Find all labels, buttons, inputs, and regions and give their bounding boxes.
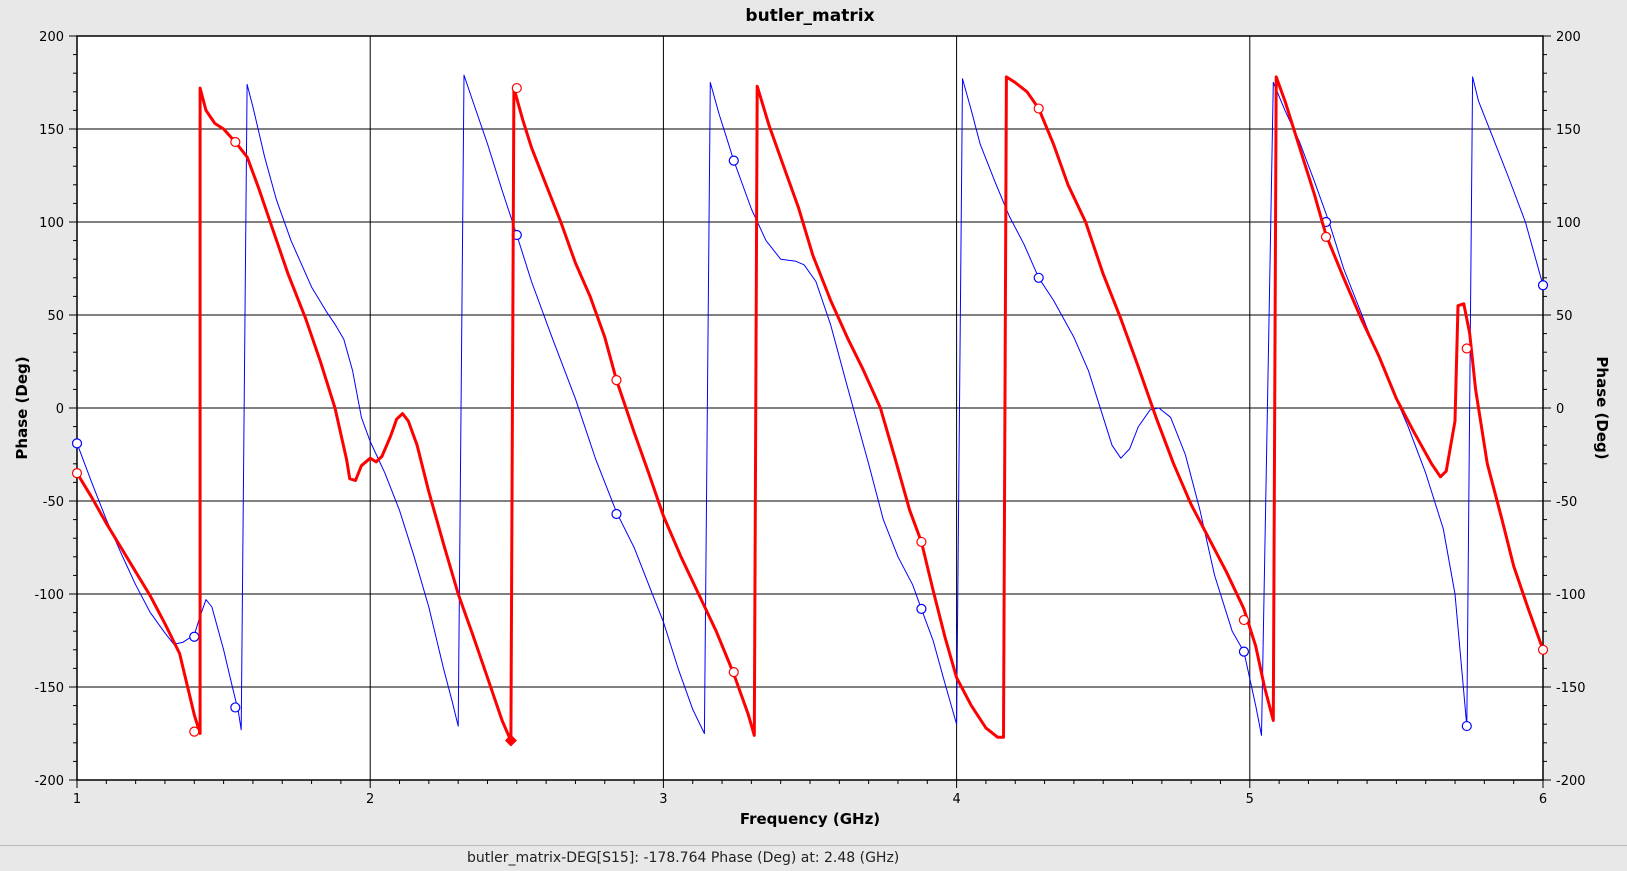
y-tick-label-right: 50 [1556,309,1573,324]
series-layer [71,74,1549,747]
y-axis-title-left: Phase (Deg) [13,356,31,459]
x-tick-label: 6 [1539,792,1547,807]
status-readout: butler_matrix-DEG[S15]: -178.764 Phase (… [467,850,900,866]
y-tick-label-left: -50 [43,495,64,510]
marker-s15 [1461,343,1472,354]
marker-other [611,508,622,520]
x-tick-label: 4 [952,792,960,807]
grid-lines [77,36,1543,780]
marker-s15 [1033,103,1044,114]
marker-s15 [1238,614,1250,626]
marker-s15 [230,136,241,148]
marker-other [1537,280,1549,291]
y-tick-label-left: 0 [56,402,64,417]
y-tick-label-left: -100 [34,588,64,603]
selected-point-marker [504,734,517,747]
y-tick-label-left: -200 [34,774,64,789]
y-tick-label-right: -200 [1556,774,1586,789]
series-line-s15 [75,75,1545,743]
marker-s15 [1537,644,1549,655]
y-tick-label-left: 150 [39,123,64,138]
marker-other [916,603,927,614]
x-axis-title: Frequency (GHz) [740,810,880,828]
x-tick-label: 5 [1246,792,1254,807]
series-line-other [76,74,1544,736]
marker-s15 [71,468,83,479]
status-bar: butler_matrix-DEG[S15]: -178.764 Phase (… [0,845,1627,871]
phase-chart[interactable]: 1 2 3 4 5 6 -200 -200 -150 -150 -100 -100 -50 -50 0 0 50… [0,0,1627,845]
y-tick-label-right: -150 [1556,681,1586,696]
y-tick-label-right: 200 [1556,30,1581,45]
y-tick-label-left: -150 [34,681,64,696]
marker-other [189,631,200,642]
y-tick-label-left: 200 [39,30,64,45]
x-tick-label: 1 [73,792,81,807]
marker-s15 [189,726,200,737]
x-tick-label: 2 [366,792,374,807]
marker-other [728,155,739,166]
y-tick-label-right: -100 [1556,588,1586,603]
chart-title: butler_matrix [745,6,874,26]
marker-other [1033,272,1044,283]
y-tick-label-left: 100 [39,216,64,231]
marker-s15 [511,82,522,94]
marker-s15 [916,536,927,548]
y-axis-title-right: Phase (Deg) [1593,356,1611,459]
marker-other [1238,646,1250,657]
marker-other [71,438,83,449]
tick-labels: 1 2 3 4 5 6 -200 -200 -150 -150 -100 -100 -50 -50 0 0 50… [34,30,1585,807]
marker-other [230,702,241,713]
marker-other [1461,720,1472,732]
marker-s15 [728,667,739,678]
y-tick-label-right: 100 [1556,216,1581,231]
y-tick-label-right: 150 [1556,123,1581,138]
y-tick-label-right: -50 [1556,495,1577,510]
y-tick-label-left: 50 [47,309,64,324]
marker-s15 [1320,231,1332,242]
x-tick-label: 3 [659,792,667,807]
y-tick-label-right: 0 [1556,402,1564,417]
marker-s15 [611,375,622,386]
